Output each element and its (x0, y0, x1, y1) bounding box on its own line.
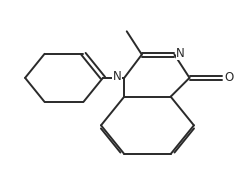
Text: N: N (112, 70, 121, 83)
Text: N: N (176, 47, 184, 60)
Text: O: O (224, 71, 233, 84)
